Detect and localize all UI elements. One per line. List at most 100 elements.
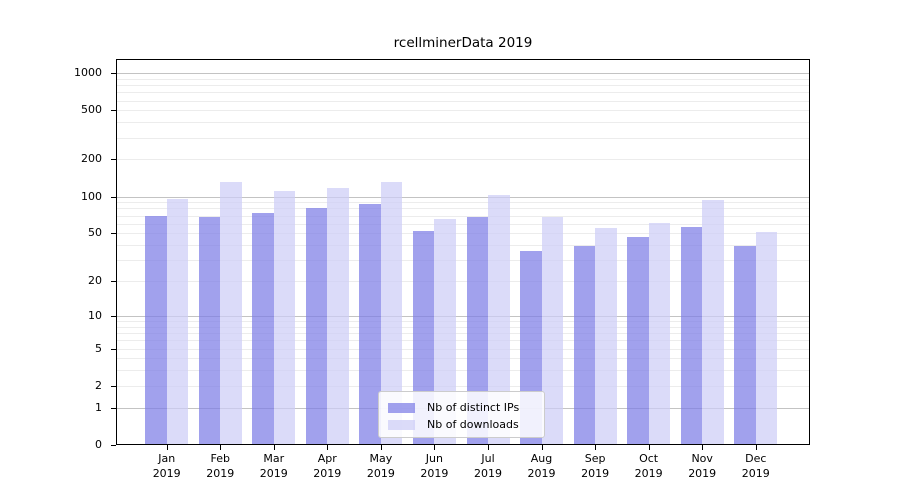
- minor-gridline-6: [116, 340, 810, 342]
- x-tick-may: [380, 445, 382, 450]
- minor-gridline-5: [116, 348, 810, 350]
- y-tick-50: [111, 233, 116, 235]
- x-tick-jan: [166, 445, 168, 450]
- bar-downloads-feb: [220, 181, 242, 445]
- y-tick-label-2: 2: [95, 378, 102, 392]
- y-tick-1: [111, 407, 116, 409]
- x-tick-feb: [220, 445, 222, 450]
- x-tick-label-aug: Aug 2019: [527, 452, 556, 480]
- bar-distinct-ips-mar: [252, 212, 274, 445]
- bar-downloads-may: [380, 182, 403, 445]
- x-tick-nov: [702, 445, 704, 450]
- x-tick-mar: [273, 445, 275, 450]
- x-tick-jul: [488, 445, 489, 450]
- x-tick-label-dec: Dec 2019: [741, 452, 770, 480]
- y-tick-10: [111, 315, 116, 317]
- x-tick-aug: [541, 445, 543, 450]
- minor-gridline-700: [116, 92, 810, 94]
- major-gridline-100: [116, 196, 810, 198]
- y-tick-5: [111, 348, 116, 350]
- minor-gridline-40: [116, 245, 810, 246]
- x-tick-label-sep: Sep 2019: [581, 452, 610, 480]
- y-tick-label-1000: 1000: [74, 66, 102, 79]
- x-tick-apr: [327, 445, 329, 450]
- bar-downloads-dec: [755, 232, 778, 445]
- minor-gridline-90: [116, 202, 810, 204]
- x-tick-oct: [648, 445, 650, 450]
- x-tick-jun: [434, 445, 436, 450]
- legend-swatch-distinct-ips: [388, 402, 415, 413]
- bar-downloads-apr: [327, 188, 349, 445]
- minor-gridline-300: [116, 137, 810, 139]
- x-tick-label-jan: Jan 2019: [152, 452, 181, 480]
- bar-downloads-mar: [273, 190, 296, 445]
- bar-downloads-nov: [702, 199, 724, 445]
- bar-distinct-ips-jul: [466, 217, 488, 445]
- x-tick-sep: [595, 445, 597, 450]
- minor-gridline-9: [116, 321, 810, 322]
- minor-gridline-900: [116, 78, 810, 80]
- bar-distinct-ips-sep: [573, 246, 596, 445]
- chart-title: rcellminerData 2019: [393, 35, 533, 51]
- minor-gridline-60: [116, 223, 810, 225]
- minor-gridline-70: [116, 215, 810, 217]
- bar-distinct-ips-oct: [627, 236, 649, 445]
- x-tick-dec: [755, 445, 757, 450]
- y-tick-label-10: 10: [88, 308, 102, 322]
- bar-downloads-jul: [488, 194, 510, 445]
- bars-layer: [116, 59, 810, 445]
- y-tick-label-500: 500: [81, 103, 102, 117]
- legend-swatch-downloads: [388, 419, 415, 430]
- major-gridline-1000: [116, 73, 810, 74]
- y-tick-label-0: 0: [95, 438, 102, 451]
- y-tick-500: [111, 110, 116, 112]
- bar-distinct-ips-jan: [145, 215, 167, 445]
- bar-downloads-sep: [595, 228, 617, 445]
- minor-gridline-400: [116, 122, 810, 124]
- y-tick-200: [111, 159, 116, 161]
- minor-gridline-800: [116, 85, 810, 86]
- bar-distinct-ips-may: [359, 203, 381, 445]
- y-tick-label-5: 5: [95, 341, 102, 355]
- legend: Nb of distinct IPs Nb of downloads: [378, 391, 545, 438]
- x-tick-label-oct: Oct 2019: [634, 452, 663, 480]
- bar-downloads-aug: [541, 217, 563, 445]
- minor-gridline-30: [116, 260, 810, 262]
- bar-distinct-ips-apr: [305, 207, 328, 445]
- bar-distinct-ips-nov: [680, 227, 703, 445]
- minor-gridline-80: [116, 208, 810, 210]
- x-tick-label-jun: Jun 2019: [420, 452, 449, 480]
- y-tick-2: [111, 385, 116, 387]
- minor-gridline-20: [116, 281, 810, 283]
- legend-label-distinct-ips: Nb of distinct IPs: [427, 401, 520, 414]
- major-gridline-10: [116, 315, 810, 317]
- minor-gridline-8: [116, 326, 810, 328]
- y-tick-label-1: 1: [95, 400, 102, 414]
- x-tick-label-jul: Jul 2019: [474, 452, 502, 480]
- minor-gridline-500: [116, 110, 810, 112]
- minor-gridline-3: [116, 370, 810, 372]
- y-tick-0: [111, 445, 116, 446]
- minor-gridline-50: [116, 233, 810, 235]
- y-tick-label-20: 20: [88, 274, 102, 288]
- bar-downloads-jan: [166, 198, 189, 445]
- y-tick-label-50: 50: [88, 226, 102, 240]
- y-tick-label-200: 200: [81, 152, 102, 166]
- y-tick-20: [111, 281, 116, 283]
- minor-gridline-2: [116, 385, 810, 387]
- minor-gridline-7: [116, 333, 810, 334]
- bar-downloads-jun: [434, 219, 456, 445]
- bar-downloads-oct: [648, 222, 671, 445]
- minor-gridline-200: [116, 159, 810, 161]
- gridlines-layer: [116, 59, 810, 445]
- legend-item-downloads: Nb of downloads: [388, 416, 535, 433]
- x-tick-label-feb: Feb 2019: [206, 452, 235, 480]
- y-tick-1000: [111, 73, 116, 74]
- bar-distinct-ips-feb: [198, 217, 221, 445]
- minor-gridline-600: [116, 100, 810, 102]
- x-tick-label-nov: Nov 2019: [688, 452, 717, 480]
- x-tick-label-mar: Mar 2019: [259, 452, 288, 480]
- x-tick-label-may: May 2019: [366, 452, 395, 480]
- bar-distinct-ips-dec: [734, 246, 756, 445]
